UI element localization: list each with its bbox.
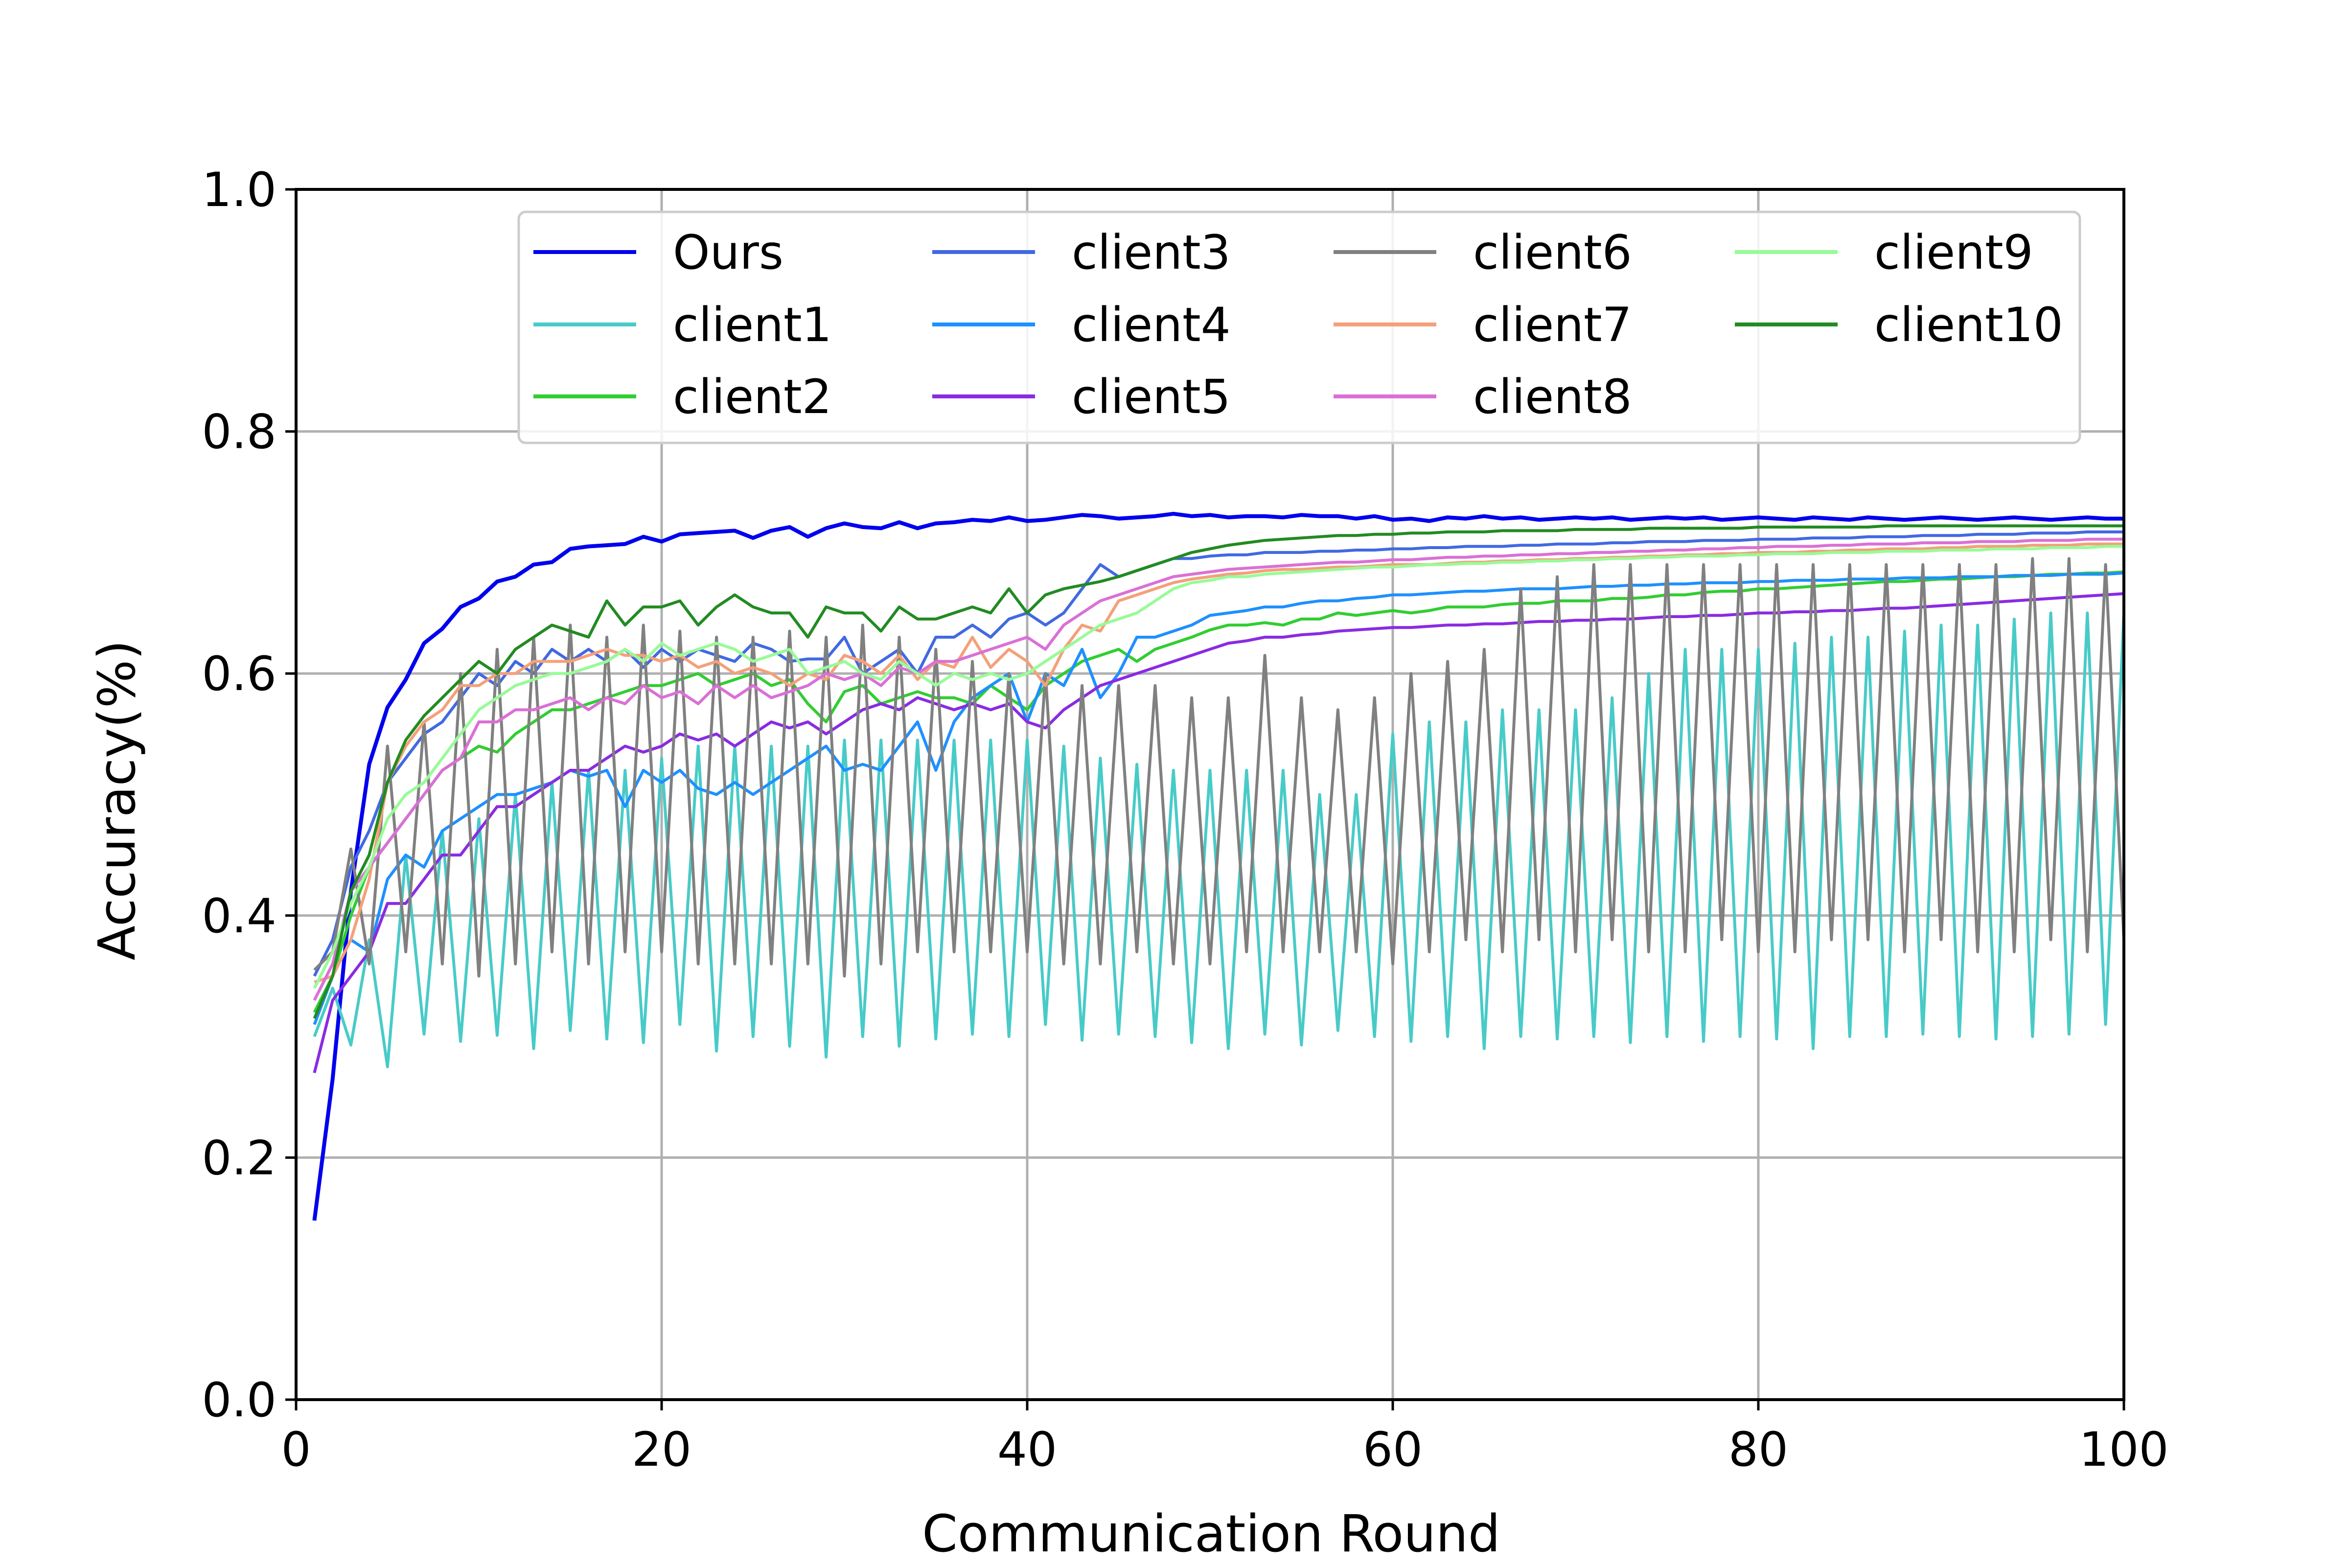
y-axis-label: Accuracy(%) — [87, 640, 147, 961]
y-tick-label: 0.6 — [202, 646, 276, 701]
plot-frame — [295, 188, 2125, 1401]
legend-label: client5 — [1072, 369, 1231, 424]
legend-label: Ours — [673, 225, 783, 280]
legend-label: client2 — [673, 369, 832, 424]
x-tick-label: 20 — [632, 1422, 691, 1477]
x-tick-label: 100 — [2079, 1422, 2168, 1477]
legend-label: client8 — [1473, 369, 1632, 424]
series-line-client10 — [313, 524, 2124, 1019]
y-tick-label: 0.8 — [202, 405, 276, 460]
y-tick-label: 1.0 — [202, 162, 276, 217]
y-axis-ticks: 0.0 0.2 0.4 0.6 0.8 1.0 — [202, 162, 296, 1428]
legend-label: client9 — [1874, 225, 2033, 280]
series-line-client8 — [313, 537, 2124, 1001]
legend: Ours client1 client2 client3 client4 client5 c… — [517, 210, 2081, 444]
legend-label: client4 — [1072, 298, 1231, 352]
x-axis-ticks: 0 20 40 60 80 100 — [281, 1400, 2169, 1477]
series-line-client5 — [313, 592, 2124, 1074]
x-axis-label: Communication Round — [922, 1504, 1500, 1564]
series-line-client1 — [313, 611, 2125, 1068]
series-line-client7 — [314, 542, 2124, 984]
y-tick-label: 0.0 — [202, 1373, 276, 1428]
legend-label: client1 — [673, 298, 832, 352]
series-line-client9 — [313, 545, 2124, 989]
legend-label: client3 — [1072, 225, 1231, 280]
series-line-ours — [312, 511, 2124, 1221]
legend-label: client6 — [1473, 225, 1632, 280]
y-tick-label: 0.4 — [202, 889, 276, 944]
legend-label: client10 — [1874, 298, 2063, 352]
x-tick-label: 80 — [1728, 1422, 1788, 1477]
x-tick-label: 0 — [281, 1422, 311, 1477]
series-lines — [312, 511, 2125, 1221]
x-tick-label: 40 — [997, 1422, 1057, 1477]
legend-label: client7 — [1473, 298, 1632, 352]
y-tick-label: 0.2 — [202, 1130, 276, 1185]
series-line-client2 — [313, 570, 2124, 1013]
series-line-client6 — [313, 557, 2125, 978]
x-tick-label: 60 — [1363, 1422, 1423, 1477]
legend-box — [517, 210, 2081, 444]
